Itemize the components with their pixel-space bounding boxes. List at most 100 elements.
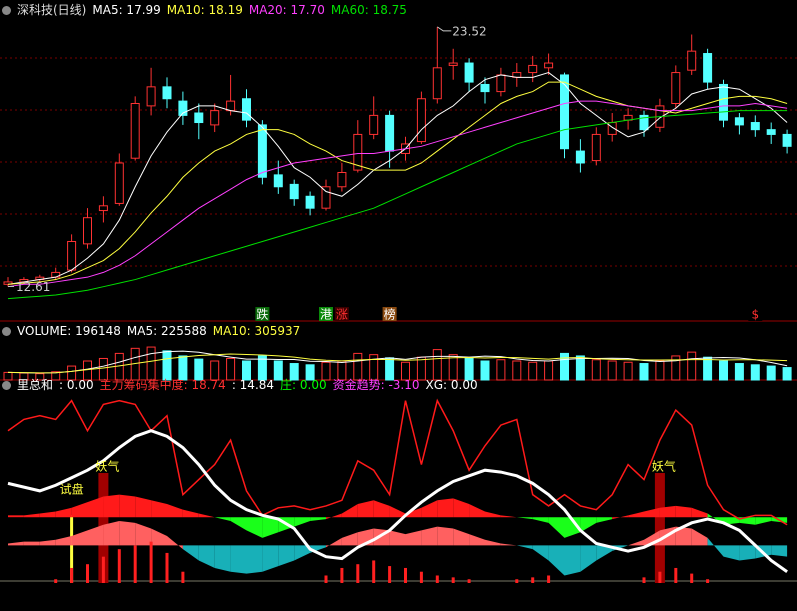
indicator-area <box>485 511 501 518</box>
volume-bar <box>432 349 442 381</box>
indicator-area <box>39 511 56 518</box>
indicator-area <box>469 504 485 518</box>
indicator-area <box>135 522 152 546</box>
volume-bar <box>734 363 744 381</box>
indicator-area <box>341 532 358 546</box>
volume-bar <box>321 361 331 381</box>
indicator-area <box>8 541 24 546</box>
volume-bar <box>210 360 220 381</box>
indicator-bar <box>165 552 169 583</box>
volume-bar <box>671 355 681 381</box>
volume-bar <box>591 359 601 381</box>
indicator-area <box>214 517 231 521</box>
marker: $ <box>751 308 759 322</box>
volume-bar <box>162 350 172 381</box>
indicator-area <box>389 505 406 518</box>
candle-body <box>750 122 760 131</box>
indicator-area <box>691 507 708 518</box>
indicator-area <box>739 517 756 525</box>
candle-body <box>496 74 506 93</box>
candle-body <box>114 162 124 204</box>
high-label: 23.52 <box>452 24 486 38</box>
indicator-area <box>389 530 406 546</box>
indicator-area <box>421 526 438 546</box>
indicator-area <box>453 528 470 546</box>
indicator-area <box>644 507 660 518</box>
indicator-bar <box>658 571 662 583</box>
legend-entry: MA60: 18.75 <box>330 3 407 17</box>
indicator-area <box>167 504 183 518</box>
volume-bar <box>448 354 458 381</box>
indicator-area <box>373 500 390 518</box>
volume-bar <box>194 358 204 381</box>
volume-bar <box>544 360 554 381</box>
indicator-legend: 主力筹码集中度: 18.74 <box>99 378 226 392</box>
candle-body <box>178 100 188 116</box>
marker-box <box>748 307 763 321</box>
volume-bar <box>528 361 538 381</box>
volume-bar <box>273 360 283 381</box>
indicator-area <box>564 517 581 538</box>
indicator-bar <box>324 575 328 583</box>
indicator-area <box>675 505 692 518</box>
indicator-bar <box>642 577 646 583</box>
indicator-area <box>278 545 295 567</box>
indicator-bar <box>531 577 535 583</box>
candle-body <box>353 133 363 171</box>
volume-bar <box>750 364 760 381</box>
indicator-area <box>421 500 438 518</box>
volume-bar <box>607 360 617 381</box>
indicator-area <box>167 536 183 550</box>
indicator-bar <box>435 575 439 583</box>
volume-bar <box>401 361 410 381</box>
legend-entry: MA20: 17.70 <box>248 3 325 17</box>
indicator-bar <box>54 579 58 583</box>
candle-body <box>719 83 728 121</box>
marker: 港 <box>320 308 332 322</box>
indicator-area <box>23 513 40 518</box>
indicator-area <box>548 545 565 576</box>
indicator-area <box>771 545 788 557</box>
volume-bar <box>67 365 77 381</box>
indicator-area <box>103 520 120 546</box>
indicator-area <box>326 537 342 548</box>
legend-entry: MA10: 18.19 <box>166 3 243 17</box>
volume-bar <box>687 351 697 381</box>
indicator-area <box>182 545 199 561</box>
volume-bar <box>703 356 713 381</box>
volume-bar <box>782 367 792 381</box>
indicator-area <box>485 539 501 546</box>
legend-entry: MA5: 225588 <box>126 324 207 338</box>
candle-body <box>146 86 156 107</box>
candle-body <box>305 195 315 209</box>
indicator-bar <box>356 564 360 583</box>
volume-bar <box>639 363 649 381</box>
candle-body <box>98 205 108 212</box>
indicator-bar <box>149 541 153 583</box>
indicator-area <box>516 545 533 550</box>
indicator-area <box>230 545 247 574</box>
indicator-area <box>294 545 311 561</box>
indicator-bar <box>674 567 678 583</box>
candle-body <box>448 62 458 66</box>
candle-body <box>67 240 77 271</box>
indicator-area <box>151 528 167 546</box>
candle-body <box>369 114 379 135</box>
legend-entry: MA10: 305937 <box>212 324 301 338</box>
volume-bar <box>353 352 363 381</box>
volume-title: VOLUME: 196148 <box>17 324 121 338</box>
candle-body <box>734 117 744 126</box>
indicator-area <box>246 545 263 574</box>
volume-ma-line <box>7 353 788 374</box>
volume-bar <box>178 355 188 381</box>
signal-label: 妖气 <box>652 459 676 474</box>
volume-bar <box>464 357 474 381</box>
candle-body <box>289 183 299 200</box>
indicator-area <box>55 536 72 546</box>
indicator-bar <box>117 549 121 583</box>
marker: 涨 <box>336 307 348 322</box>
indicator-area <box>55 507 72 518</box>
volume-bar <box>480 360 490 381</box>
